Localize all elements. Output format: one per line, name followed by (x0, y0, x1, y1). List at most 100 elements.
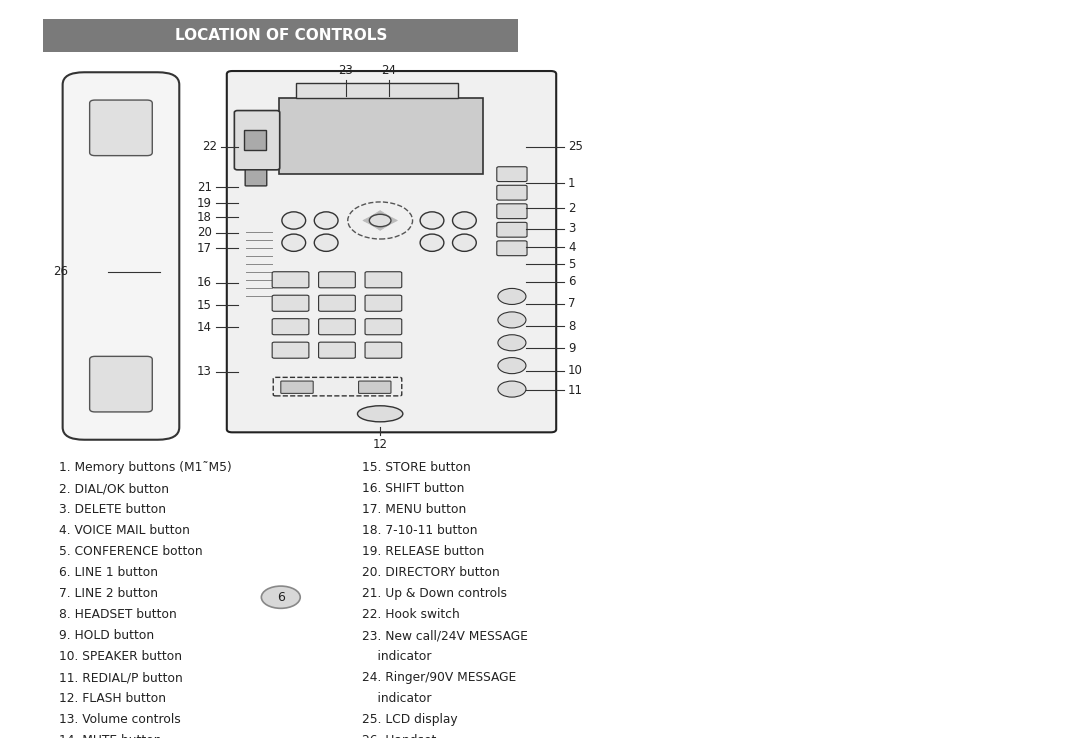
Text: indicator: indicator (362, 692, 431, 706)
Text: 14. MUTE button: 14. MUTE button (59, 734, 162, 738)
Text: 15. STORE button: 15. STORE button (362, 461, 471, 475)
Text: 23: 23 (338, 63, 353, 77)
Text: 9: 9 (568, 342, 576, 355)
Circle shape (498, 289, 526, 305)
Text: 13. Volume controls: 13. Volume controls (59, 714, 181, 726)
Circle shape (498, 335, 526, 351)
Circle shape (498, 312, 526, 328)
FancyBboxPatch shape (272, 295, 309, 311)
FancyBboxPatch shape (90, 356, 152, 412)
Text: 4. VOICE MAIL button: 4. VOICE MAIL button (59, 524, 190, 537)
Text: 24: 24 (381, 63, 396, 77)
Text: 22. Hook switch: 22. Hook switch (362, 608, 460, 621)
Text: 14: 14 (197, 321, 212, 334)
Text: indicator: indicator (362, 650, 431, 663)
Text: 12: 12 (373, 438, 388, 451)
FancyBboxPatch shape (497, 167, 527, 182)
FancyBboxPatch shape (296, 83, 458, 98)
Circle shape (261, 586, 300, 608)
Text: 2. DIAL/OK button: 2. DIAL/OK button (59, 483, 170, 495)
Text: 1: 1 (568, 177, 576, 190)
FancyBboxPatch shape (497, 241, 527, 255)
Ellipse shape (314, 234, 338, 252)
Ellipse shape (453, 212, 476, 229)
Text: 5: 5 (568, 258, 576, 271)
FancyBboxPatch shape (319, 342, 355, 358)
Text: 4: 4 (568, 241, 576, 254)
Text: 3: 3 (568, 222, 576, 235)
Text: 22: 22 (202, 140, 217, 154)
FancyBboxPatch shape (365, 272, 402, 288)
FancyBboxPatch shape (497, 185, 527, 200)
FancyBboxPatch shape (272, 342, 309, 358)
FancyBboxPatch shape (244, 131, 266, 150)
Text: 26. Handset: 26. Handset (362, 734, 436, 738)
Text: 15: 15 (197, 299, 212, 311)
Text: 16: 16 (197, 276, 212, 289)
Text: 19: 19 (197, 197, 212, 210)
FancyBboxPatch shape (497, 222, 527, 237)
Text: 5. CONFERENCE botton: 5. CONFERENCE botton (59, 545, 203, 559)
Ellipse shape (420, 212, 444, 229)
Text: 1. Memory buttons (M1˜M5): 1. Memory buttons (M1˜M5) (59, 461, 232, 475)
FancyBboxPatch shape (227, 71, 556, 432)
Text: 18: 18 (197, 211, 212, 224)
FancyBboxPatch shape (365, 319, 402, 335)
FancyArrow shape (363, 215, 387, 226)
FancyBboxPatch shape (272, 272, 309, 288)
Text: 10. SPEAKER button: 10. SPEAKER button (59, 650, 183, 663)
FancyBboxPatch shape (365, 342, 402, 358)
Ellipse shape (420, 234, 444, 252)
Text: 8: 8 (568, 320, 576, 333)
FancyBboxPatch shape (279, 97, 483, 174)
Text: 20. DIRECTORY button: 20. DIRECTORY button (362, 566, 500, 579)
Text: 18. 7-10-11 button: 18. 7-10-11 button (362, 524, 477, 537)
Text: 23. New call/24V MESSAGE: 23. New call/24V MESSAGE (362, 630, 528, 642)
Text: 24. Ringer/90V MESSAGE: 24. Ringer/90V MESSAGE (362, 672, 516, 684)
FancyBboxPatch shape (365, 295, 402, 311)
FancyArrow shape (370, 210, 390, 224)
Text: 3. DELETE button: 3. DELETE button (59, 503, 166, 517)
Text: 12. FLASH button: 12. FLASH button (59, 692, 166, 706)
Ellipse shape (282, 234, 306, 252)
FancyArrow shape (370, 217, 390, 230)
Text: 11. REDIAL/P button: 11. REDIAL/P button (59, 672, 184, 684)
FancyBboxPatch shape (63, 72, 179, 440)
Text: 2: 2 (568, 201, 576, 215)
Circle shape (498, 381, 526, 397)
Text: 7. LINE 2 button: 7. LINE 2 button (59, 587, 159, 600)
FancyBboxPatch shape (319, 295, 355, 311)
FancyBboxPatch shape (319, 272, 355, 288)
FancyArrow shape (374, 215, 397, 226)
FancyBboxPatch shape (43, 18, 518, 52)
Text: 20: 20 (197, 227, 212, 239)
FancyBboxPatch shape (273, 377, 402, 396)
Text: 10: 10 (568, 364, 583, 377)
Text: 6. LINE 1 button: 6. LINE 1 button (59, 566, 159, 579)
FancyBboxPatch shape (272, 319, 309, 335)
Text: 11: 11 (568, 384, 583, 397)
Text: 9. HOLD button: 9. HOLD button (59, 630, 154, 642)
FancyBboxPatch shape (359, 381, 391, 393)
Text: 13: 13 (197, 365, 212, 379)
Ellipse shape (357, 406, 403, 422)
FancyBboxPatch shape (234, 111, 280, 170)
Text: 21: 21 (197, 181, 212, 193)
Text: 6: 6 (568, 275, 576, 288)
FancyBboxPatch shape (90, 100, 152, 156)
Text: LOCATION OF CONTROLS: LOCATION OF CONTROLS (175, 28, 387, 43)
Ellipse shape (282, 212, 306, 229)
Text: 6: 6 (276, 590, 285, 604)
Ellipse shape (453, 234, 476, 252)
Text: 8. HEADSET button: 8. HEADSET button (59, 608, 177, 621)
Circle shape (369, 214, 391, 227)
Text: 25. LCD display: 25. LCD display (362, 714, 458, 726)
Circle shape (498, 358, 526, 373)
Text: 17: 17 (197, 242, 212, 255)
Text: 16. SHIFT button: 16. SHIFT button (362, 483, 464, 495)
Text: 19. RELEASE button: 19. RELEASE button (362, 545, 484, 559)
Ellipse shape (314, 212, 338, 229)
Text: 25: 25 (568, 140, 583, 154)
FancyBboxPatch shape (245, 170, 267, 186)
Text: 26: 26 (53, 265, 68, 278)
